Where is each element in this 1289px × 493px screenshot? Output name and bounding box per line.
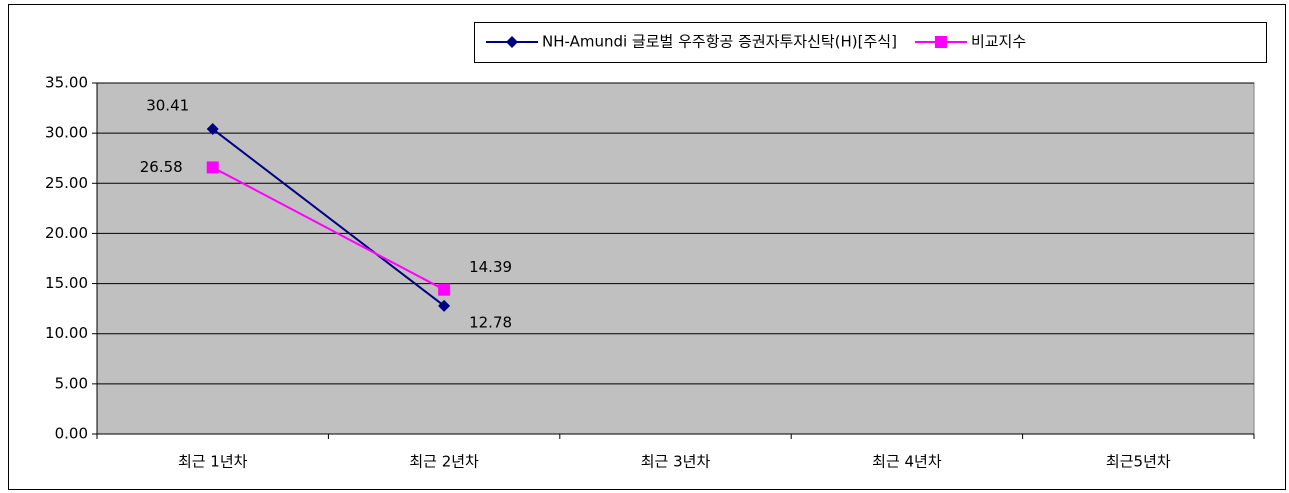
series-line	[212, 128, 445, 307]
x-tick-label: 최근 1년차	[178, 453, 248, 471]
x-tick-label: 최근 3년차	[641, 453, 711, 471]
legend	[474, 22, 1267, 63]
y-tick-label: 25.00	[45, 174, 88, 192]
series-line	[212, 166, 445, 291]
marker	[934, 36, 947, 48]
y-tick-label: 0.00	[55, 425, 88, 443]
marker	[206, 123, 219, 136]
y-tick-label: 30.00	[45, 124, 88, 142]
data-label: 14.39	[469, 258, 512, 276]
y-tick-label: 35.00	[45, 74, 88, 92]
x-tick-label: 최근 2년차	[409, 453, 479, 471]
legend-label: 비교지수	[971, 33, 1026, 51]
x-tick-label: 최근 4년차	[872, 453, 942, 471]
y-tick-label: 10.00	[45, 324, 88, 342]
legend-label: NH-Amundi 글로벌 우주항공 증권자투자신탁(H)[주식]	[542, 33, 897, 51]
marker	[438, 283, 451, 296]
marker	[206, 161, 219, 174]
data-label: 30.41	[146, 97, 189, 115]
y-tick-label: 5.00	[55, 374, 88, 392]
x-tick-label: 최근5년차	[1106, 453, 1171, 471]
marker	[438, 299, 451, 312]
data-label: 12.78	[469, 313, 512, 331]
y-tick-label: 15.00	[45, 274, 88, 292]
data-label: 26.58	[140, 158, 183, 176]
y-tick-label: 20.00	[45, 224, 88, 242]
plot-area	[96, 82, 1255, 435]
marker	[506, 36, 518, 48]
